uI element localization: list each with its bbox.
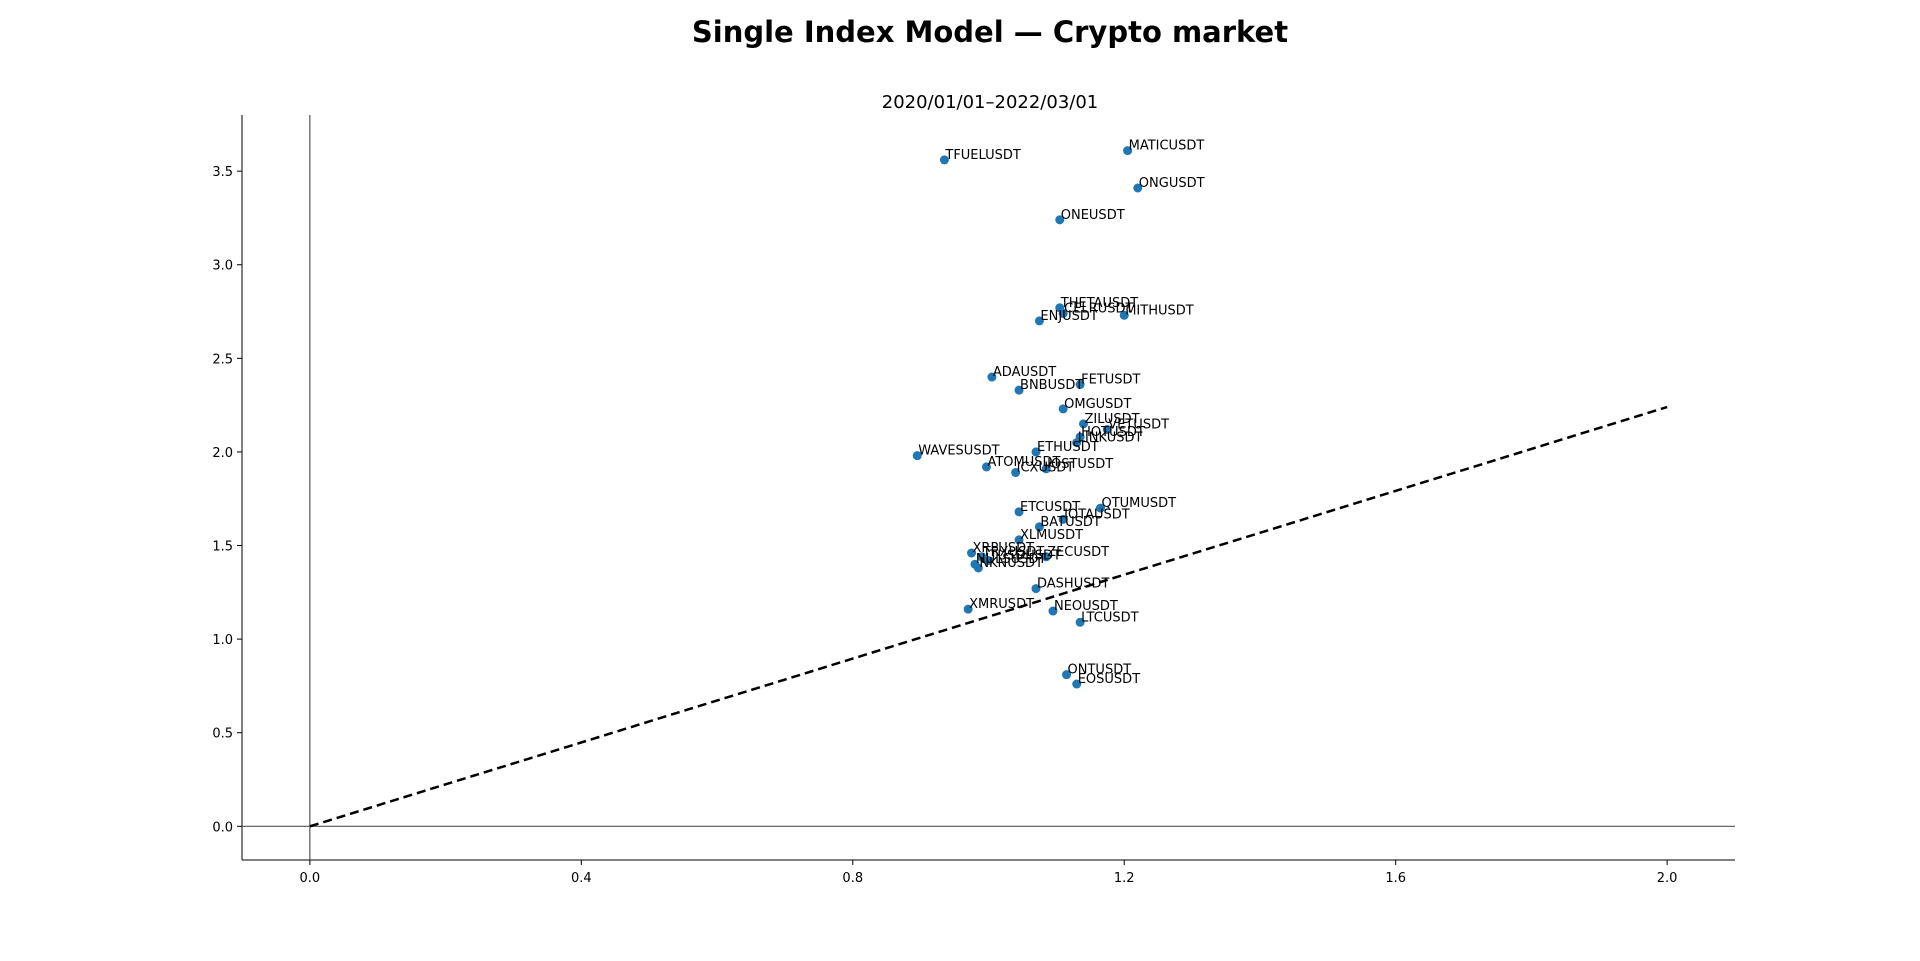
x-tick-label: 1.2	[1114, 871, 1135, 886]
point-label: TRXUSDT	[982, 545, 1045, 560]
data-point	[939, 155, 949, 165]
x-tick-label: 0.8	[842, 871, 863, 886]
chart-subtitle: 2020/01/01–2022/03/01	[882, 92, 1099, 113]
data-point	[1072, 438, 1082, 448]
point-label: ONTUSDT	[1068, 663, 1132, 678]
y-tick-label: 1.5	[212, 540, 233, 555]
point-labels: MATICUSDT TFUELUSDT ONGUSDT ONEUSDT THETAUSD…	[918, 139, 1204, 687]
point-label: ICXUSDT	[1017, 461, 1075, 476]
data-point	[963, 604, 973, 614]
point-label: HOTUSDT	[1081, 425, 1145, 440]
point-label: ETHUSDT	[1037, 440, 1099, 455]
data-point	[1072, 679, 1082, 689]
point-label: MATICUSDT	[1129, 139, 1205, 154]
data-point	[1102, 424, 1112, 434]
point-label: EOSUSDT	[1078, 672, 1140, 687]
point-label: XLMUSDT	[1020, 528, 1083, 543]
point-label: QTUMUSDT	[1101, 496, 1176, 511]
data-point	[1014, 535, 1024, 545]
point-label: XRPUSDT	[973, 541, 1035, 556]
data-point	[1133, 183, 1143, 193]
chart-title: Single Index Model — Crypto market	[692, 15, 1288, 49]
data-point	[1079, 419, 1089, 429]
point-label: IOSTUSDT	[1047, 457, 1113, 472]
point-label: LTCUSDT	[1081, 610, 1138, 625]
point-label: TUSDUSDT	[989, 549, 1061, 564]
x-axis-ticks: 0.0 0.4 0.8 1.2 1.6 2.0	[300, 860, 1678, 886]
point-label: DASHUSDT	[1037, 577, 1109, 592]
data-point	[1031, 447, 1041, 457]
point-label: VETUSDT	[1108, 417, 1169, 432]
x-tick-label: 2.0	[1657, 871, 1678, 886]
y-tick-label: 0.0	[212, 820, 233, 835]
point-label: IOTAUSDT	[1064, 507, 1130, 522]
point-label: LINKUSDT	[1078, 431, 1143, 446]
reference-lines	[242, 115, 1735, 860]
y-tick-label: 0.5	[212, 727, 233, 742]
data-point	[984, 556, 993, 566]
y-tick-label: 2.0	[212, 446, 233, 461]
point-label: NKNUSDT	[979, 556, 1043, 571]
data-point	[1055, 215, 1065, 225]
data-point	[1014, 385, 1024, 395]
data-point	[1095, 503, 1105, 513]
point-label: NEOUSDT	[1054, 599, 1118, 614]
point-label: OMGUSDT	[1064, 397, 1131, 412]
data-point	[1041, 552, 1051, 562]
data-point	[1058, 514, 1068, 524]
data-point	[912, 451, 922, 461]
point-label: ATOMUSDT	[987, 455, 1060, 470]
point-label: ADAUSDT	[993, 365, 1056, 380]
data-point	[1123, 146, 1133, 156]
point-label: MITHUSDT	[1125, 303, 1194, 318]
point-label: ZECUSDT	[1047, 545, 1109, 560]
data-point	[1119, 310, 1129, 320]
data-point	[1014, 507, 1024, 517]
point-label: ENJUSDT	[1040, 309, 1098, 324]
point-label: BATUSDT	[1040, 515, 1101, 530]
point-label: WAVESUSDT	[918, 444, 999, 459]
y-axis-ticks: 0.0 0.5 1.0 1.5 2.0 2.5 3.0 3.5	[212, 165, 242, 835]
x-tick-label: 0.0	[300, 871, 321, 886]
x-tick-label: 0.4	[571, 871, 592, 886]
data-point	[1031, 584, 1041, 594]
data-point	[1058, 308, 1068, 318]
point-label: ONEUSDT	[1061, 208, 1125, 223]
data-point	[967, 548, 977, 558]
data-point	[1075, 617, 1085, 627]
y-tick-label: 3.5	[212, 165, 233, 180]
data-point	[1075, 380, 1085, 390]
data-point	[977, 552, 987, 562]
data-point	[973, 563, 983, 573]
point-label: ETCUSDT	[1020, 500, 1080, 515]
point-label: XMRUSDT	[969, 597, 1034, 612]
point-label: BNBUSDT	[1020, 378, 1083, 393]
plot-area: 0.0 0.4 0.8 1.2 1.6 2.0 0.0 0.5 1.0 1.5 2.0 2.5 3.0…	[212, 115, 1735, 886]
security-market-line	[309, 405, 1668, 828]
y-tick-label: 3.0	[212, 259, 233, 274]
point-label: THETAUSDT	[1060, 296, 1139, 311]
data-point	[1048, 606, 1058, 616]
data-point	[1034, 316, 1044, 326]
y-tick-label: 2.5	[212, 352, 233, 367]
point-label: TFUELUSDT	[944, 148, 1021, 163]
data-point	[1034, 522, 1044, 532]
point-label: NULSUSDT	[976, 552, 1047, 567]
point-label: CELRUSDT	[1064, 301, 1133, 316]
point-label: ZILUSDT	[1085, 412, 1140, 427]
data-point	[1011, 468, 1021, 478]
data-point	[987, 372, 997, 382]
data-point	[981, 462, 991, 472]
point-label: FETUSDT	[1081, 373, 1140, 388]
x-tick-label: 1.6	[1385, 871, 1406, 886]
data-point	[1062, 670, 1072, 680]
point-label: ONGUSDT	[1139, 176, 1205, 191]
data-point	[1058, 404, 1068, 414]
data-point	[1041, 464, 1051, 474]
data-points	[912, 146, 1143, 689]
y-tick-label: 1.0	[212, 633, 233, 648]
